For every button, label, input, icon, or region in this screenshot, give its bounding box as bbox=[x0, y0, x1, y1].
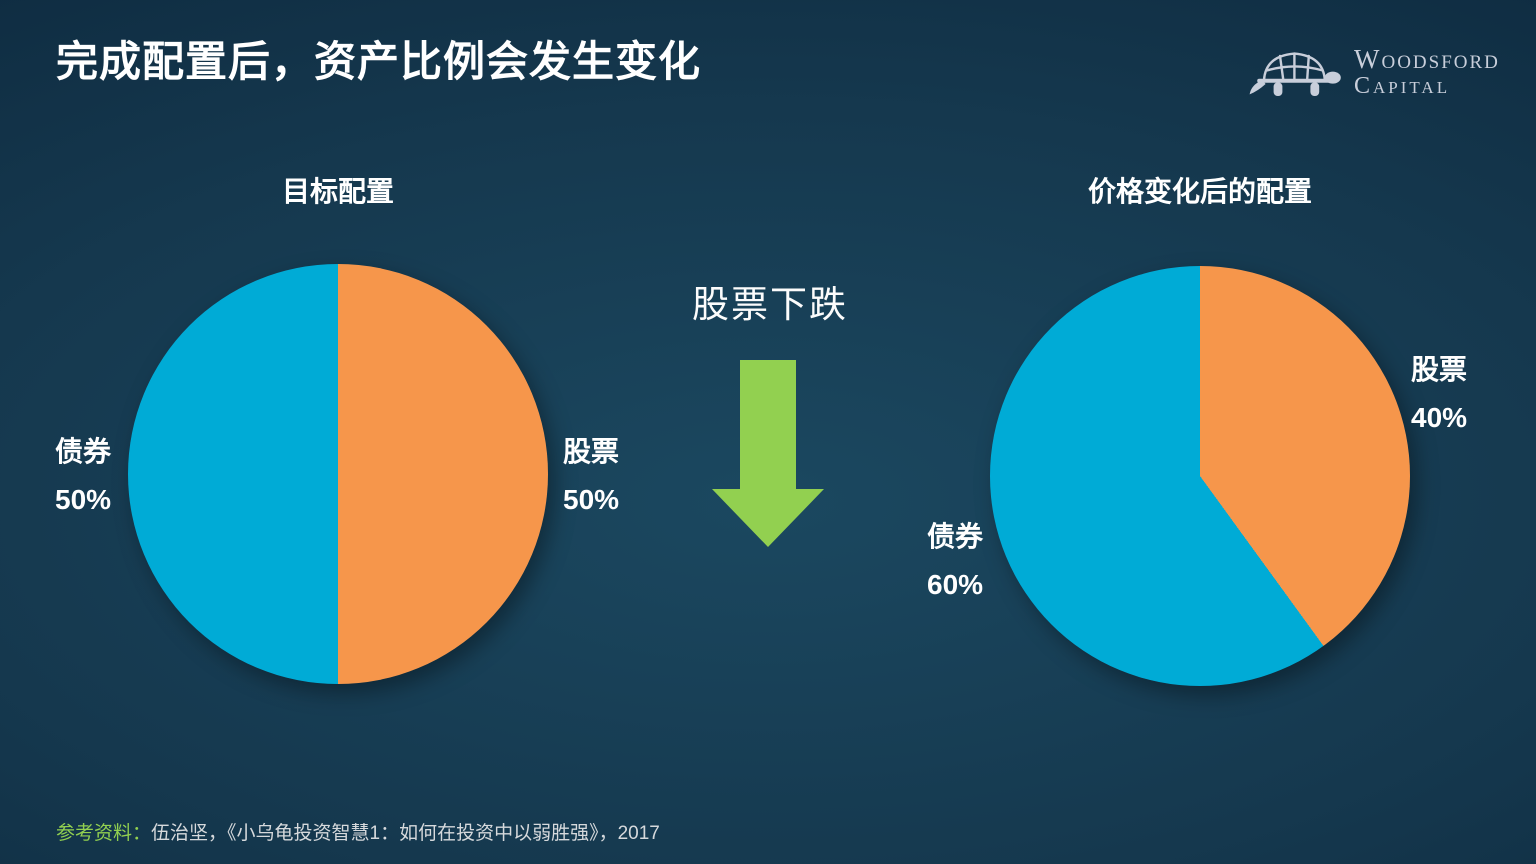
right-pie-bonds-label: 债券 60% bbox=[927, 513, 983, 609]
slice-name: 股票 bbox=[1411, 354, 1468, 385]
page-title: 完成配置后，资产比例会发生变化 bbox=[56, 38, 702, 85]
logo-line1: Woodsford bbox=[1354, 44, 1500, 75]
left-pie-stocks-label: 股票 50% bbox=[563, 428, 619, 524]
logo-line2: Capital bbox=[1354, 72, 1451, 99]
center-caption: 股票下跌 bbox=[692, 284, 848, 325]
logo-wordmark: Woodsford Capital bbox=[1354, 45, 1500, 99]
pie-after-price-change bbox=[990, 266, 1410, 686]
right-pie-stocks-label: 股票 40% bbox=[1411, 346, 1467, 442]
slice-percent: 60% bbox=[927, 569, 984, 600]
reference-label: 参考资料： bbox=[56, 823, 152, 844]
slice-percent: 50% bbox=[55, 484, 112, 515]
reference-text: 伍治坚，《小乌龟投资智慧1：如何在投资中以弱胜强》，2017 bbox=[151, 823, 660, 844]
right-chart-title: 价格变化后的配置 bbox=[1087, 176, 1312, 207]
slice-name: 股票 bbox=[563, 436, 620, 467]
left-pie-bonds-label: 债券 50% bbox=[55, 428, 111, 524]
slice-percent: 50% bbox=[563, 484, 620, 515]
turtle-icon bbox=[1249, 52, 1341, 96]
pie-target-allocation bbox=[128, 264, 548, 684]
slice-name: 债券 bbox=[55, 436, 112, 467]
reference-line: 参考资料：伍治坚，《小乌龟投资智慧1：如何在投资中以弱胜强》，2017 bbox=[56, 818, 1156, 845]
down-arrow-icon bbox=[712, 360, 824, 547]
left-chart-title: 目标配置 bbox=[281, 176, 394, 207]
slice-percent: 40% bbox=[1411, 402, 1468, 433]
logo: Woodsford Capital bbox=[1248, 36, 1498, 108]
slice-name: 债券 bbox=[927, 521, 984, 552]
